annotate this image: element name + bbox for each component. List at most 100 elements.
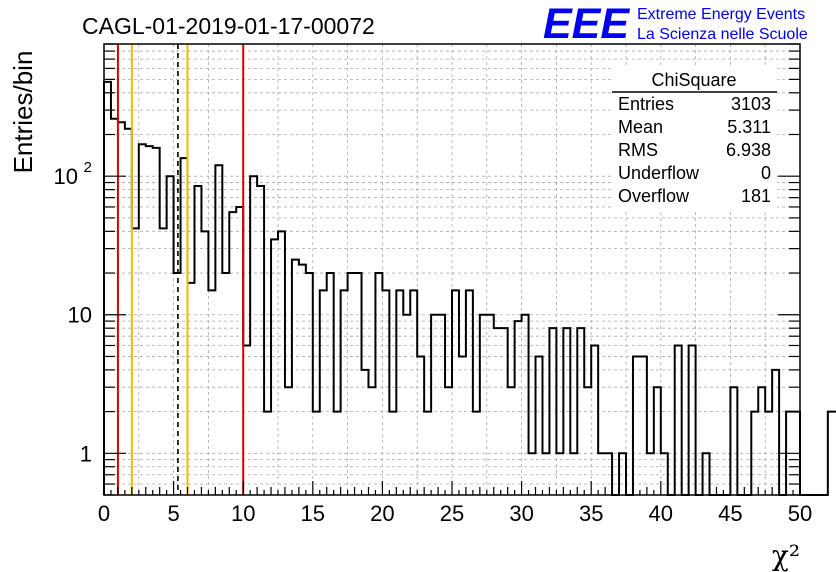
histogram-bin [459,356,466,495]
histogram-bin [174,273,181,495]
histogram-bin [640,356,647,495]
x-tick-label: 5 [167,501,179,526]
histogram-bin [452,290,459,495]
logo-mark: EEE [543,0,630,48]
histogram-bin [751,412,758,495]
histogram-outline [103,80,836,496]
histogram-bin [730,387,737,495]
histogram-bin [382,290,389,495]
histogram-bin [243,345,250,495]
x-tick-label: 30 [509,501,533,526]
histogram-bin [201,231,208,495]
stats-label: Underflow [618,163,700,183]
histogram-bin [125,129,132,495]
histogram-bin [104,82,111,495]
stats-value: 3103 [731,94,771,114]
histogram-bin [598,453,605,495]
histogram-bin [146,146,153,495]
histogram-bin [327,273,334,495]
stats-value: 5.311 [727,117,771,137]
y-tick-label: 1 [80,441,92,466]
x-tick-label: 15 [301,501,325,526]
histogram-bin [250,176,257,495]
histogram-bin [229,212,236,495]
threshold-lines [116,44,245,495]
histogram-bin [278,231,285,495]
histogram-bin [765,412,772,495]
logo-line1: Extreme Energy Events [637,6,805,23]
histogram-bin [313,412,320,495]
x-tick-label: 10 [231,501,255,526]
stats-value: 0 [761,163,771,183]
stats-label: Mean [618,117,663,137]
histogram-bin [299,265,306,495]
histogram-bin [355,273,362,495]
histogram-bin [320,290,327,495]
histogram-bin [215,165,222,495]
histogram-bin [236,207,243,495]
histogram-bin [139,144,146,495]
histogram-bin [466,290,473,495]
histogram-bin [473,412,480,495]
histogram-bin [549,328,556,495]
histogram-bin [334,412,341,495]
stats-label: RMS [618,140,658,160]
histogram-bin [111,119,118,495]
x-tick-label: 35 [579,501,603,526]
histogram-bin [570,453,577,495]
histogram-bin [368,387,375,495]
histogram-bin [591,345,598,495]
histogram-bin [501,328,508,495]
histogram-bin [188,283,195,495]
histogram-bin [536,356,543,495]
histogram-bin [264,412,271,495]
histogram-bin [605,453,612,495]
histogram-bin [271,239,278,495]
histogram-bin [285,387,292,495]
stats-label: Overflow [618,186,690,206]
chart-title: CAGL-01-2019-01-17-00072 [82,13,375,39]
histogram-bin [167,176,174,495]
histogram-bin [341,290,348,495]
eee-logo: EEE Extreme Energy Events La Scienza nel… [543,0,808,48]
stats-value: 6.938 [726,140,771,160]
histogram-bin [153,148,160,495]
histogram-bin [208,290,215,495]
histogram-bin [772,370,779,495]
x-tick-label: 45 [718,501,742,526]
histogram-bin [160,228,167,495]
histogram-bin [508,387,515,495]
histogram-bin [396,290,403,495]
y-axis-label: Entries/bin [8,51,38,174]
y-tick-label: 10 [68,303,92,328]
histogram-bin [257,186,264,495]
histogram-bin [194,186,201,495]
histogram-bin [375,273,382,495]
histogram-bin [828,412,835,495]
histogram-bin [181,158,188,495]
histogram-bin [389,412,396,495]
histogram-bin [132,228,139,495]
stats-value: 181 [741,186,771,206]
histogram-bin [292,260,299,495]
histogram-bin [417,356,424,495]
histogram-bin [577,328,584,495]
histogram-bin [445,387,452,495]
histogram-bin [487,315,494,495]
histogram-bin [222,273,229,495]
histogram-bin [118,122,125,495]
x-tick-label: 40 [649,501,673,526]
histogram-bin [654,387,661,495]
histogram-bin [563,328,570,495]
histogram-bin [661,453,668,495]
histogram-bin [529,453,536,495]
histogram-bin [633,356,640,495]
x-axis-label: χ² [772,539,800,572]
histogram-bin [306,273,313,495]
histogram-bin [410,290,417,495]
x-tick-label: 20 [370,501,394,526]
histogram-bin [480,315,487,495]
axes: 0 5 10 15 20 25 30 35 40 45 50 1 10 10 2 [54,43,812,526]
x-tick-label: 0 [98,501,110,526]
